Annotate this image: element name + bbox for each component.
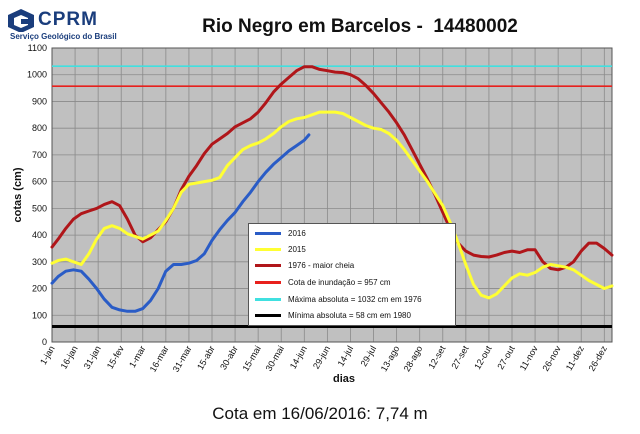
x-tick-label: 11-dez: [564, 344, 586, 373]
water-level-chart: 0 100 200 300 400 500 600 700 800 900 1000 1100 1-ja…: [12, 43, 614, 385]
cprm-logo: CPRM Serviço Geológico do Brasil: [6, 6, 156, 42]
legend-label-2016: 2016: [288, 228, 306, 238]
x-tick-label: 26-nov: [540, 344, 563, 373]
y-tick-label: 700: [32, 150, 47, 160]
x-tick-label: 30-abr: [218, 344, 240, 372]
legend-item-2015: 2015: [255, 243, 306, 255]
legend-item-absolute-max: Máxima absoluta = 1032 cm em 1976: [255, 293, 422, 305]
x-tick-label: 13-ago: [379, 344, 402, 373]
y-tick-label: 1000: [27, 70, 47, 80]
legend-swatch-1976: [255, 263, 281, 267]
x-tick-label: 30-mai: [264, 344, 286, 373]
x-tick-label: 15-abr: [195, 344, 217, 372]
y-tick-label: 600: [32, 177, 47, 187]
x-tick-label: 1-mar: [127, 344, 147, 369]
chart-legend: 2016 2015 1976 - maior cheia Cota de inu…: [248, 223, 456, 326]
legend-item-2016: 2016: [255, 227, 306, 239]
legend-swatch-absolute-min: [255, 313, 281, 317]
legend-label-2015: 2015: [288, 244, 306, 254]
legend-swatch-2016: [255, 231, 281, 235]
y-tick-label: 300: [32, 257, 47, 267]
series-2015-line: [50, 110, 614, 300]
x-tick-label: 12-set: [426, 344, 447, 371]
chart-title: Rio Negro em Barcelos - 14480002: [202, 16, 518, 37]
legend-item-flood-level: Cota de inundação = 957 cm: [255, 276, 391, 288]
x-tick-label: 16-jan: [59, 344, 80, 371]
cprm-logo-icon: [8, 9, 34, 32]
plot-border: [51, 47, 613, 343]
legend-label-absolute-max: Máxima absoluta = 1032 cm em 1976: [288, 294, 422, 304]
logo-subtitle: Serviço Geológico do Brasil: [10, 32, 117, 41]
x-tick-label: 16-mar: [148, 344, 171, 374]
legend-label-absolute-min: Mínima absoluta = 58 cm em 1980: [288, 310, 411, 320]
x-axis-label: dias: [333, 373, 355, 385]
series-2016-line: [50, 133, 311, 313]
x-tick-label: 15-fev: [105, 344, 126, 371]
y-axis-label: cotas (cm): [12, 167, 24, 222]
x-tick-label: 31-mar: [171, 344, 194, 374]
legend-label-1976: 1976 - maior cheia: [288, 260, 355, 270]
y-tick-label: 200: [32, 284, 47, 294]
legend-item-absolute-min: Mínima absoluta = 58 cm em 1980: [255, 309, 411, 321]
x-tick-label: 11-nov: [518, 344, 540, 373]
y-tick-label: 900: [32, 96, 47, 106]
x-tick-label: 14-jul: [336, 344, 356, 368]
series-1976-line: [50, 65, 614, 272]
y-tick-label: 100: [32, 310, 47, 320]
x-tick-label: 26-dez: [587, 344, 610, 373]
x-tick-label: 28-ago: [402, 344, 425, 373]
y-tick-label: 400: [32, 230, 47, 240]
logo-name: CPRM: [38, 9, 98, 30]
x-tick-label: 29-jul: [359, 344, 379, 368]
legend-label-flood-level: Cota de inundação = 957 cm: [288, 277, 391, 287]
y-tick-label: 0: [42, 337, 47, 347]
x-tick-label: 27-set: [449, 344, 470, 371]
x-tick-label: 31-jan: [82, 344, 103, 371]
legend-swatch-absolute-max: [255, 297, 281, 301]
x-tick-label: 12-out: [472, 344, 494, 372]
x-tick-label: 1-jan: [38, 344, 57, 366]
x-tick-label: 27-out: [495, 344, 517, 372]
current-level-caption: Cota em 16/06/2016: 7,74 m: [212, 404, 428, 423]
legend-item-1976: 1976 - maior cheia: [255, 259, 354, 271]
x-tick-label: 29-jun: [311, 344, 332, 371]
legend-swatch-flood-level: [255, 280, 281, 284]
legend-swatch-2015: [255, 247, 281, 251]
x-tick-label: 14-jun: [288, 344, 309, 371]
y-tick-label: 800: [32, 123, 47, 133]
x-tick-label: 15-mai: [240, 344, 262, 373]
y-tick-label: 1100: [28, 43, 47, 53]
y-tick-label: 500: [32, 203, 47, 213]
